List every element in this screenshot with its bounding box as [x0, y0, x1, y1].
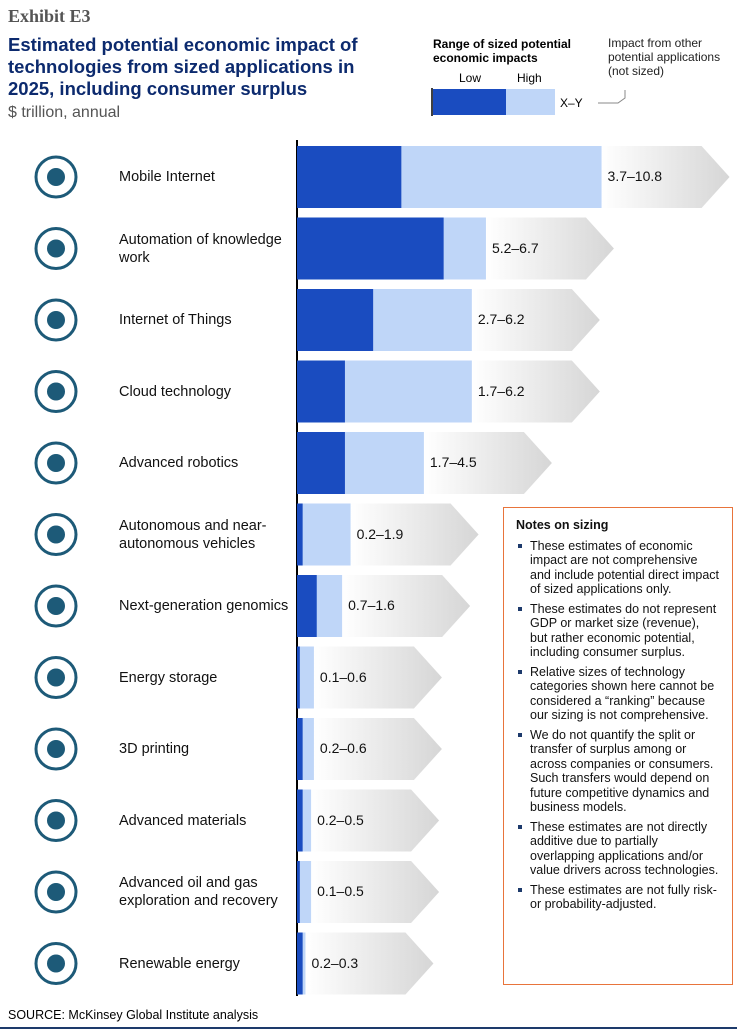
category-label: Mobile Internet: [119, 169, 215, 185]
value-label: 0.2–0.5: [317, 811, 364, 828]
bar-low: [297, 718, 303, 780]
bar-low: [297, 289, 374, 351]
icon: [34, 370, 78, 413]
subtitle: $ trillion, annual: [8, 104, 121, 121]
bar-high: [297, 646, 314, 709]
value-label: 1.7–6.2: [477, 382, 525, 399]
value-label: 1.7–4.5: [429, 454, 477, 470]
icon: [34, 656, 78, 699]
icon: [47, 382, 65, 401]
legend-swatch-low: [433, 89, 506, 115]
value-label: 0.2–0.6: [319, 740, 367, 756]
category-label: Autonomous and near-autonomous vehicles: [119, 517, 267, 552]
icon: [47, 525, 65, 544]
source: SOURCE: McKinsey Global Institute analys…: [8, 1008, 259, 1022]
bar-low: [297, 861, 300, 923]
icon: [47, 740, 65, 758]
icon: [47, 883, 65, 901]
bar-low: [297, 646, 300, 709]
other-impact-arrow: [423, 432, 552, 494]
bar-low: [297, 575, 317, 637]
other-impact-arrow: [311, 789, 440, 852]
bar-low: [297, 360, 345, 423]
bar-low: [297, 217, 444, 280]
icon: [47, 454, 65, 472]
icon: [34, 870, 78, 914]
value-label: 2.7–6.2: [477, 311, 525, 327]
title: Estimated potential economic impact of t…: [8, 34, 358, 99]
icon: [47, 168, 65, 186]
other-impact-arrow: [313, 646, 442, 709]
category-label: 3D printing: [119, 741, 190, 757]
bar-low: [297, 932, 303, 995]
icon: [34, 513, 78, 556]
note-item: These estimates are not fully risk- or p…: [518, 883, 720, 912]
icon: [47, 311, 65, 329]
legend-high: High: [517, 71, 542, 85]
category-label: Next-generation genomics: [119, 598, 289, 614]
note-item: These estimates are not directly additiv…: [518, 819, 719, 877]
other-impact-arrow: [350, 503, 479, 566]
category-label: Automation of knowledge work: [119, 231, 282, 266]
note-item: These estimates do not represent GDP or …: [518, 602, 720, 660]
exhibit-label: Exhibit E3: [8, 6, 91, 26]
icon: [47, 811, 65, 830]
other-impact-arrow: [485, 217, 614, 280]
note-item: We do not quantify the split or transfer…: [518, 728, 720, 815]
value-label: 5.2–6.7: [491, 239, 539, 256]
bar-high: [297, 861, 312, 923]
legend-title: Range of sized potential economic impact…: [433, 37, 572, 65]
category-label: Energy storage: [119, 669, 218, 686]
category-label: Advanced materials: [119, 812, 247, 829]
category-label: Cloud technology: [119, 383, 232, 400]
category-label: Internet of Things: [119, 312, 232, 328]
icon: [34, 799, 78, 842]
icons: [34, 155, 78, 985]
value-label: 3.7–10.8: [607, 168, 663, 184]
legend-range: X–Y: [560, 96, 583, 110]
other-impact-arrow: [601, 146, 730, 208]
icon: [34, 942, 78, 985]
bar-low: [297, 789, 303, 852]
value-label: 0.7–1.6: [348, 597, 395, 613]
bar-high: [297, 503, 351, 566]
icon: [47, 954, 65, 973]
notes-box: Notes on sizing These estimates of econo…: [503, 507, 733, 985]
icon: [34, 227, 78, 270]
other-impact-arrow: [305, 932, 434, 995]
note-item: Relative sizes of technology categories …: [518, 665, 720, 723]
icon: [47, 597, 65, 615]
icon: [34, 298, 78, 342]
legend-swatch-high: [506, 89, 555, 115]
legend-other: Impact from other potential applications…: [608, 36, 721, 78]
other-impact-arrow: [313, 718, 442, 780]
legend-low: Low: [459, 71, 482, 85]
icon: [34, 727, 78, 771]
icon: [47, 668, 65, 687]
other-impact-arrow: [311, 861, 440, 923]
category-label: Advanced robotics: [119, 455, 239, 471]
other-impact-arrow: [471, 360, 600, 423]
note-item: These estimates of economic impact are n…: [518, 538, 720, 596]
notes-title: Notes on sizing: [516, 518, 609, 532]
bar-low: [297, 146, 402, 208]
other-impact-arrow: [471, 289, 600, 351]
icon: [34, 441, 78, 485]
category-label: Advanced oil and gas exploration and rec…: [119, 875, 278, 909]
icon: [34, 155, 78, 199]
value-label: 0.1–0.5: [317, 883, 364, 899]
icon: [47, 239, 65, 258]
value-label: 0.2–0.3: [311, 954, 359, 971]
bar-low: [297, 432, 345, 494]
icon: [34, 584, 78, 628]
bar-low: [297, 503, 303, 566]
value-label: 0.2–1.9: [356, 525, 404, 542]
notes-list: These estimates of economic impact are n…: [516, 539, 720, 912]
category-label: Renewable energy: [119, 955, 240, 972]
other-impact-arrow: [342, 575, 471, 637]
legend-pointer: [598, 90, 626, 104]
value-label: 0.1–0.6: [319, 668, 367, 685]
